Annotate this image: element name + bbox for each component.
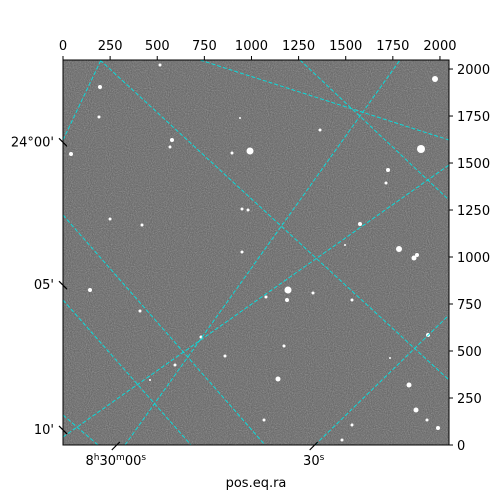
star — [344, 244, 346, 246]
top-tick-label: 1750 — [376, 39, 409, 54]
star — [285, 298, 289, 302]
star — [417, 145, 425, 153]
sky-image — [63, 60, 449, 445]
dec-tick-mark — [58, 280, 68, 290]
grid-line — [314, 314, 449, 445]
grid-line — [63, 214, 266, 445]
star — [396, 246, 402, 252]
dec-tick-mark — [58, 425, 68, 435]
star — [389, 357, 391, 359]
right-tick-label: 1000 — [457, 251, 490, 266]
dec-tick-label: 05' — [34, 278, 54, 293]
star — [284, 286, 292, 294]
star — [168, 145, 172, 149]
ra-tick-mark — [111, 441, 121, 451]
star — [199, 335, 203, 339]
right-tick-label: 2000 — [457, 63, 490, 78]
right-tick-label: 1250 — [457, 204, 490, 219]
star — [413, 407, 419, 413]
axes-frame — [62, 59, 450, 446]
coordinate-grid — [63, 60, 449, 445]
x-axis-label: pos.eq.ra — [226, 476, 287, 491]
star — [350, 298, 354, 302]
star — [264, 295, 268, 299]
star — [246, 208, 250, 212]
right-tick-label: 1750 — [457, 110, 490, 125]
top-pixel-axis: 0 250 500 750 1000 1250 1500 1750 2000 — [59, 39, 457, 60]
star — [318, 128, 322, 132]
star — [223, 354, 227, 358]
star — [282, 344, 286, 348]
star — [386, 168, 390, 172]
star — [239, 117, 241, 119]
dec-tick-mark — [58, 137, 68, 147]
star — [230, 151, 234, 155]
ra-axis: 8h30m00s 30s — [85, 441, 325, 469]
star — [340, 438, 344, 442]
grid-line — [63, 164, 449, 438]
star — [432, 76, 438, 82]
star — [97, 115, 101, 119]
right-tick-label: 500 — [457, 345, 482, 360]
top-tick-label: 1250 — [282, 39, 315, 54]
dec-tick-label: 24°00' — [11, 135, 54, 150]
right-tick-label: 750 — [457, 298, 482, 313]
right-tick-label: 250 — [457, 392, 482, 407]
star — [311, 291, 315, 295]
star — [411, 255, 417, 261]
star — [69, 152, 73, 156]
right-tick-label: 1500 — [457, 157, 490, 172]
grid-line — [99, 60, 449, 381]
star — [384, 181, 388, 185]
ra-tick-label: 30s — [303, 453, 325, 469]
star — [406, 382, 412, 388]
star — [149, 379, 151, 381]
star — [350, 423, 354, 427]
grid-line — [199, 60, 449, 141]
star-sources — [69, 63, 440, 442]
star — [88, 288, 92, 292]
star — [246, 147, 254, 155]
star — [275, 376, 281, 382]
star — [358, 222, 362, 226]
grid-line — [124, 60, 401, 445]
dec-tick-label: 10' — [34, 423, 54, 438]
top-tick-label: 0 — [59, 39, 67, 54]
top-tick-label: 750 — [192, 39, 217, 54]
top-tick-label: 2000 — [423, 39, 456, 54]
star — [436, 426, 440, 430]
top-tick-label: 250 — [98, 39, 123, 54]
grid-line — [63, 60, 102, 141]
star — [140, 223, 144, 227]
right-tick-label: 0 — [457, 439, 465, 454]
star — [158, 63, 162, 67]
top-tick-label: 500 — [145, 39, 170, 54]
right-pixel-axis: 0 250 500 750 1000 1250 1500 1750 2000 — [449, 63, 490, 454]
grid-line — [299, 60, 449, 201]
ra-tick-mark — [309, 441, 319, 451]
star — [415, 253, 419, 257]
star — [173, 363, 177, 367]
star — [240, 207, 244, 211]
top-tick-label: 1000 — [235, 39, 268, 54]
ra-tick-label: 8h30m00s — [85, 453, 146, 469]
star — [108, 217, 112, 221]
star — [425, 418, 429, 422]
grid-line — [63, 414, 99, 445]
star — [262, 418, 266, 422]
star — [240, 250, 244, 254]
grid-line — [63, 299, 192, 445]
dec-axis: 24°00' 05' 10' — [11, 135, 68, 438]
star — [138, 309, 142, 313]
top-tick-label: 1500 — [329, 39, 362, 54]
star — [98, 85, 102, 89]
star — [170, 138, 174, 142]
